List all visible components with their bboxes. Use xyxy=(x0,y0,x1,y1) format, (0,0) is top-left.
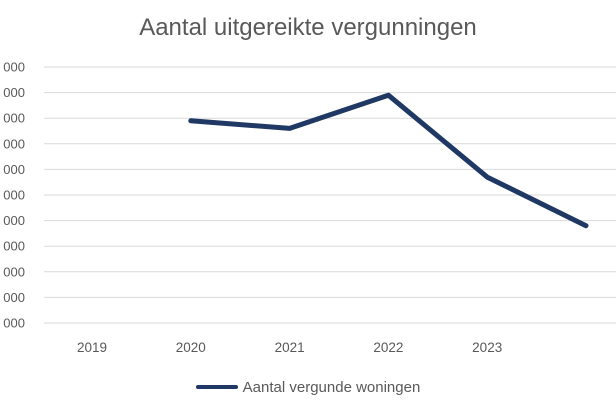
x-axis-tick-label: 2023 xyxy=(472,340,502,355)
x-axis-tick-label: 2021 xyxy=(275,340,305,355)
series-line xyxy=(188,92,589,229)
y-axis-tick-label: 000 xyxy=(3,264,25,279)
legend-line-swatch xyxy=(195,385,238,389)
chart-title: Aantal uitgereikte vergunningen xyxy=(139,14,477,41)
y-axis-tick-label: 000 xyxy=(3,213,25,228)
y-axis-tick-label: 000 xyxy=(3,316,25,331)
y-axis-tick-label: 000 xyxy=(3,111,25,126)
y-axis-tick-label: 000 xyxy=(3,136,25,151)
y-axis-tick-label: 000 xyxy=(3,188,25,203)
y-axis-tick-label: 000 xyxy=(3,85,25,100)
x-axis-tick-label: 2020 xyxy=(176,340,206,355)
y-axis-tick-label: 000 xyxy=(3,60,25,75)
x-axis-tick-label: 2019 xyxy=(77,340,107,355)
y-axis-tick-label: 000 xyxy=(3,239,25,254)
y-axis-tick-label: 000 xyxy=(3,290,25,305)
legend-entry-label: Aantal vergunde woningen xyxy=(242,378,421,396)
y-axis-tick-label: 000 xyxy=(3,162,25,177)
x-axis-tick-label: 2022 xyxy=(373,340,403,355)
legend: Aantal vergunde woningen xyxy=(0,377,616,397)
